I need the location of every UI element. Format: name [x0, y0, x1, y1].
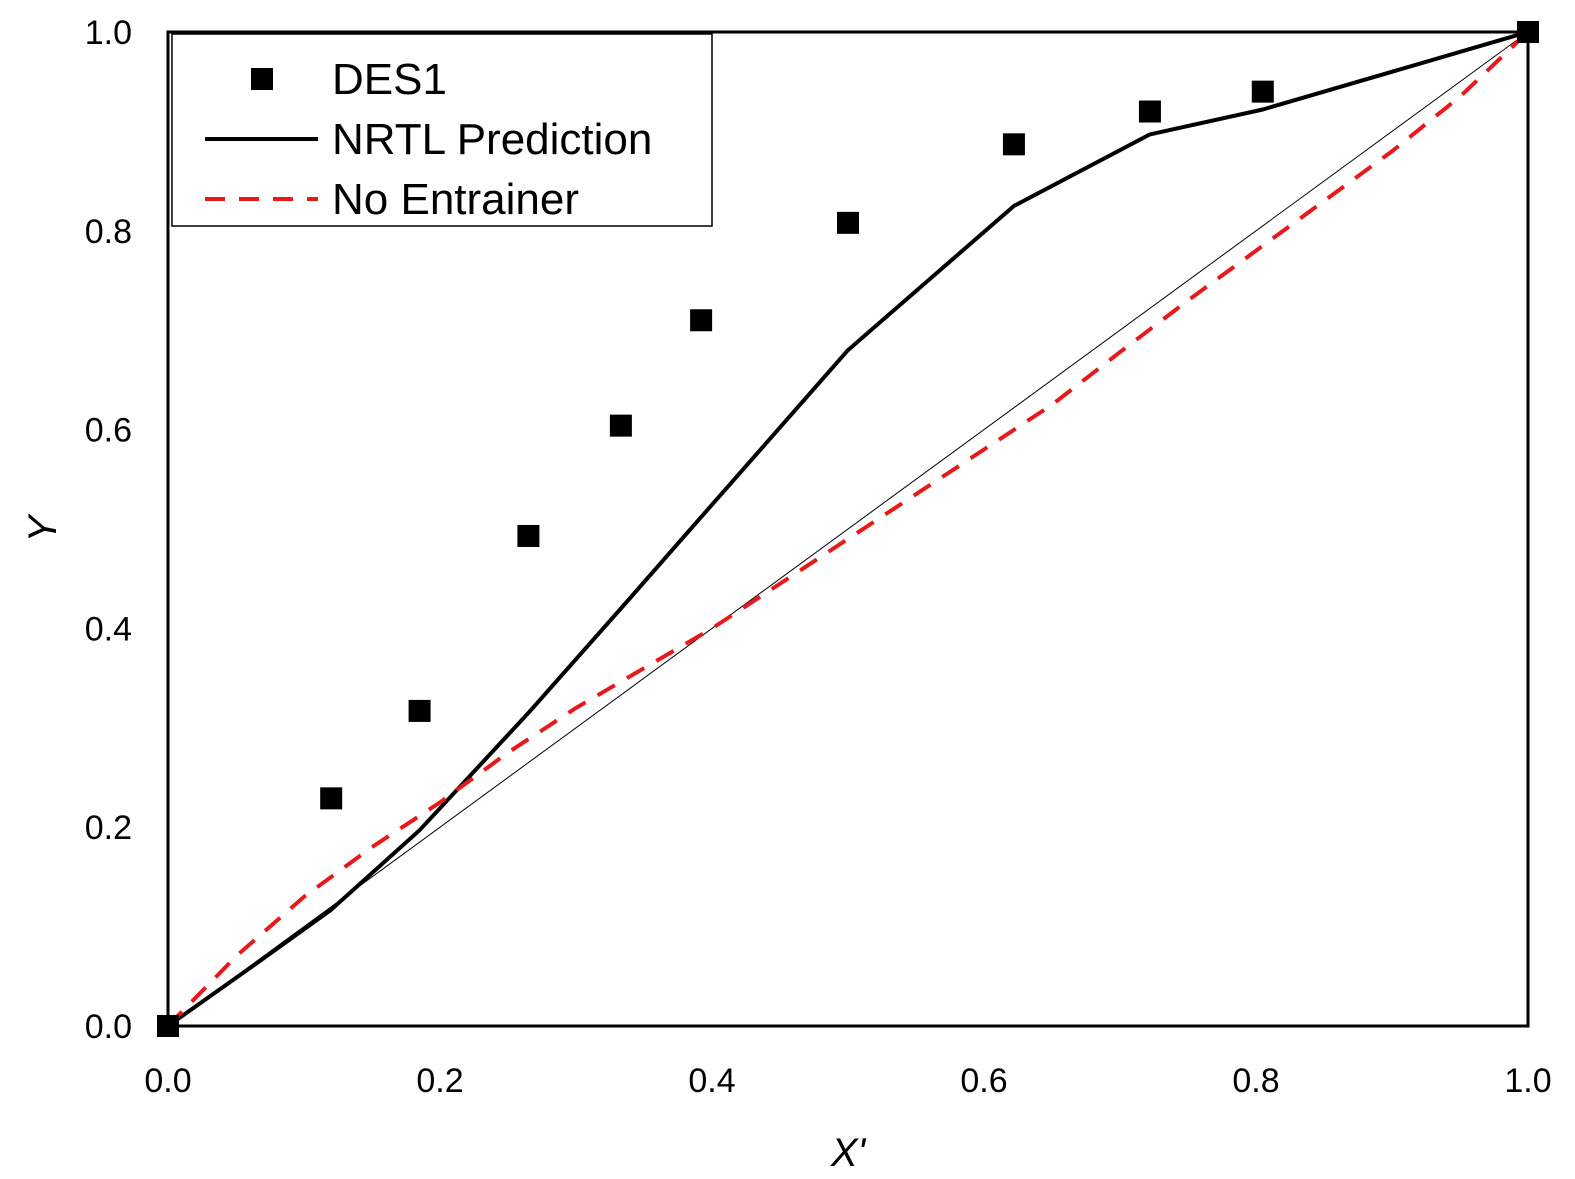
y-tick-label: 1.0 [85, 14, 132, 52]
legend-label-des1: DES1 [332, 55, 447, 104]
legend-box [171, 33, 713, 227]
legend-label-no-entrainer: No Entrainer [332, 175, 579, 224]
des1-marker [1138, 100, 1161, 123]
des1-marker [517, 524, 540, 547]
y-tick-label: 0.8 [85, 213, 132, 251]
x-tick-label: 0.8 [1232, 1062, 1279, 1100]
x-tick-label: 0.4 [688, 1062, 735, 1100]
plot-area-frame [166, 30, 1530, 1028]
y-axis-ticks: 0.0 0.2 0.4 0.6 0.8 1.0 [85, 14, 132, 1046]
y-tick-label: 0.6 [85, 412, 132, 450]
x-tick-label: 1.0 [1504, 1062, 1551, 1100]
x-axis-ticks: 0.0 0.2 0.4 0.6 0.8 1.0 [144, 1062, 1551, 1100]
des1-marker [408, 699, 431, 722]
des1-marker [1002, 133, 1025, 156]
series-lines-layer [166, 30, 1530, 1028]
legend-swatch-des1 [251, 68, 273, 90]
des1-marker [837, 211, 859, 234]
x-tick-label: 0.6 [960, 1062, 1007, 1100]
y-tick-label: 0.2 [85, 809, 132, 847]
legend-label-nrtl-prediction: NRTL Prediction [332, 115, 652, 164]
markers-layer [157, 21, 1539, 1037]
y-tick-label: 0.4 [85, 610, 132, 648]
des1-marker [690, 309, 713, 332]
no-entrainer-line [166, 30, 1530, 1028]
y-tick-label: 0.0 [85, 1008, 132, 1046]
diagonal-reference-layer [167, 31, 1529, 1027]
legend: DES1 NRTL Prediction No Entrainer [171, 33, 713, 227]
x-axis-title: X' [830, 1131, 867, 1175]
diagonal-line [167, 31, 1529, 1027]
x-tick-label: 0.2 [416, 1062, 463, 1100]
des1-marker [320, 787, 343, 810]
des1-marker [1251, 80, 1274, 103]
x-tick-label: 0.0 [144, 1062, 191, 1100]
des1-marker [609, 414, 632, 437]
nrtl-prediction-line [166, 30, 1529, 1028]
y-axis-title: Y [21, 512, 65, 542]
